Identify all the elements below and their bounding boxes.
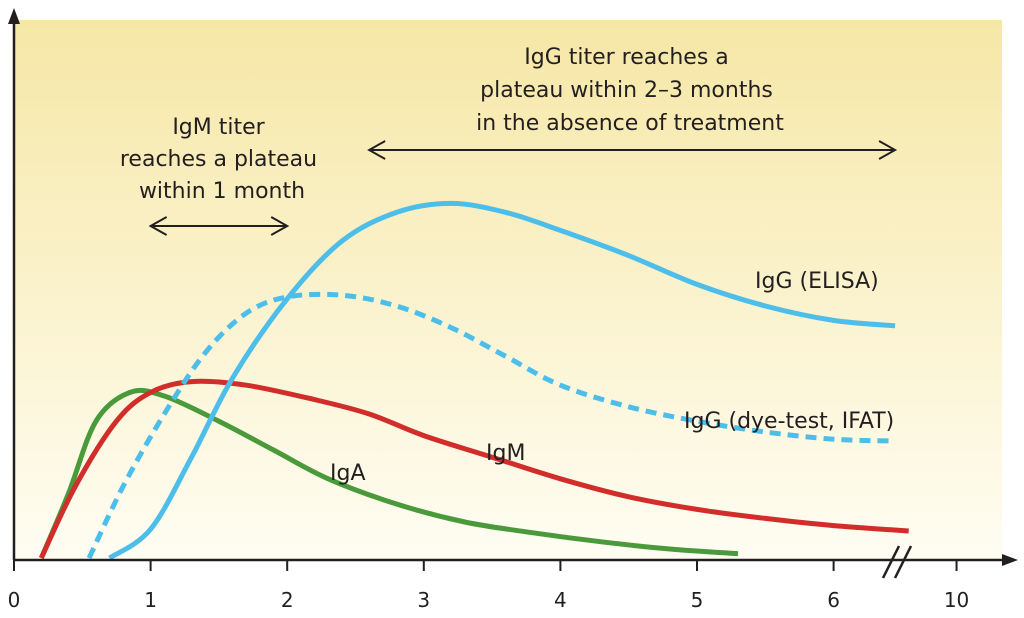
y-axis-arrowhead xyxy=(8,8,20,24)
igm-plateau-arrow xyxy=(148,216,290,236)
plot-background xyxy=(14,20,1002,560)
svg-text:IgM titer reaches a plat: IgM titer reaches a plateau within 1 mon… xyxy=(120,115,324,204)
igg-elisa-label: IgG (ELISA) xyxy=(755,269,879,294)
igm-label: IgM xyxy=(486,441,525,466)
igm-plateau-annotation: IgM titer reaches a plateau within 1 mon… xyxy=(120,115,324,236)
igm-annotation-line-1: IgM titer xyxy=(172,115,265,140)
x-tick-label: 3 xyxy=(417,588,430,612)
x-tick-label: 4 xyxy=(554,588,567,612)
igg-annotation-line-1: IgG titer reaches a xyxy=(524,45,729,70)
x-tick-label: 1 xyxy=(144,588,157,612)
igm-annotation-line-2: reaches a plateau xyxy=(120,147,317,172)
svg-text:IgG titer reaches a plat: IgG titer reaches a plateau within 2–3 m… xyxy=(476,45,784,136)
series-layer xyxy=(38,200,909,561)
igm-annotation-line-3: within 1 month xyxy=(139,179,305,204)
igg-plateau-arrow xyxy=(367,140,898,160)
series-igg-elisa xyxy=(108,200,896,561)
x-tick-label: 6 xyxy=(827,588,840,612)
series-igm xyxy=(39,378,909,560)
x-tick-label: 10 xyxy=(944,588,969,612)
series-igg-dye-test xyxy=(86,291,896,560)
arrow-head xyxy=(367,140,386,160)
iga-label: IgA xyxy=(330,461,366,486)
axis-break-marker xyxy=(881,545,913,579)
igg-annotation-line-2: plateau within 2–3 months xyxy=(480,78,773,103)
x-tick-label: 5 xyxy=(691,588,704,612)
x-axis-arrowhead xyxy=(1002,554,1018,566)
arrow-head xyxy=(878,140,898,160)
x-tick-layer: 0 1 2 3 4 5 6 10 xyxy=(8,560,969,612)
x-tick-label: 2 xyxy=(281,588,294,612)
series-iga xyxy=(38,387,739,559)
igg-dye-test-label: IgG (dye-test, IFAT) xyxy=(684,409,894,434)
arrow-head xyxy=(270,216,290,236)
x-tick-label: 0 xyxy=(8,588,21,612)
arrow-head xyxy=(148,216,168,236)
igg-plateau-annotation: IgG titer reaches a plateau within 2–3 m… xyxy=(367,45,898,160)
igg-annotation-line-3: in the absence of treatment xyxy=(476,111,784,136)
